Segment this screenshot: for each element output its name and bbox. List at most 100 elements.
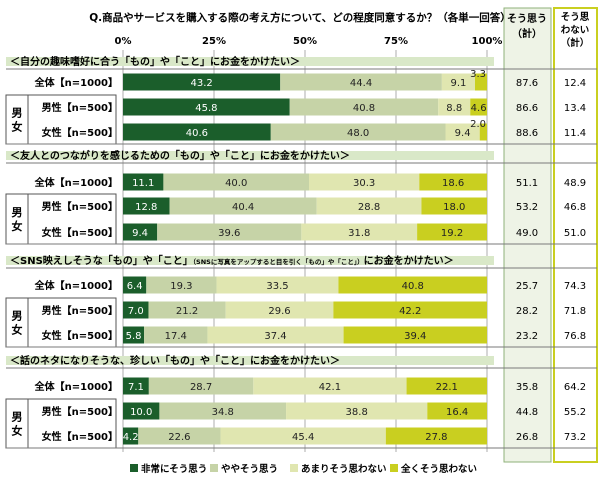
bar-segment <box>417 223 487 241</box>
bar-segment <box>216 276 339 294</box>
legend-swatch <box>290 464 298 472</box>
data-label: 18.6 <box>442 178 464 189</box>
bar-segment <box>123 223 158 241</box>
bar-segment <box>207 326 344 344</box>
data-label: 22.1 <box>436 382 458 393</box>
row-label: 女性【n=500】 <box>42 329 118 342</box>
group-heading-band <box>6 151 494 160</box>
gender-label-1: 男 <box>12 411 23 424</box>
agree-total: 49.0 <box>516 228 538 239</box>
data-label: 19.3 <box>170 281 192 292</box>
agree-column-bg <box>503 7 552 463</box>
disagree-total: 11.4 <box>564 128 586 139</box>
data-label: 40.4 <box>232 202 254 213</box>
bar-segment <box>146 276 217 294</box>
bar-segment <box>474 73 487 91</box>
agree-total: 28.2 <box>516 306 538 317</box>
bar-segment <box>343 326 487 344</box>
data-label: 39.4 <box>404 331 426 342</box>
x-tick-label: 0% <box>115 36 132 47</box>
bar-segment <box>316 197 422 215</box>
bar-segment <box>157 223 302 241</box>
group-heading-note: （SNSに写真をアップすると目を引く「もの」や「こと」） <box>193 257 364 266</box>
disagree-header-line3: （計） <box>561 37 590 49</box>
bar-segment <box>123 73 281 91</box>
agree-total: 86.6 <box>516 103 538 114</box>
x-tick-label: 75% <box>384 36 408 47</box>
data-label: 45.4 <box>292 432 314 443</box>
bar-segment <box>421 197 487 215</box>
group-heading-text: ＜自分の趣味嗜好に合う「もの」や「こと」にお金をかけたい＞ <box>10 55 300 68</box>
group-heading-text: ＜SNS映えしそうな「もの」や「こと」 <box>10 254 193 267</box>
bar-segment <box>406 377 487 395</box>
agree-total: 87.6 <box>516 78 538 89</box>
disagree-total: 48.9 <box>564 178 586 189</box>
legend-swatch <box>390 464 398 472</box>
bar-segment <box>220 427 386 445</box>
bar-segment <box>123 427 139 445</box>
bar-segment <box>301 223 418 241</box>
gender-label-2: 女 <box>12 323 23 337</box>
legend-label: あまりそう思わない <box>301 463 387 475</box>
data-label: 28.8 <box>358 202 380 213</box>
data-label: 3.3 <box>470 69 486 80</box>
data-label: 22.6 <box>168 432 190 443</box>
x-tick-label: 25% <box>202 36 226 47</box>
agree-total: 26.8 <box>516 432 538 443</box>
gender-label-2: 女 <box>12 424 23 438</box>
data-label: 28.7 <box>190 382 212 393</box>
row-label: 男性【n=500】 <box>42 200 118 213</box>
disagree-total: 76.8 <box>564 331 586 342</box>
disagree-total: 73.2 <box>564 432 586 443</box>
group-heading: ＜話のネタになりそうな、珍しい「もの」や「こと」にお金をかけたい＞ <box>10 354 340 367</box>
bar-segment <box>123 276 147 294</box>
data-label: 9.1 <box>450 78 466 89</box>
row-label: 全体【n=1000】 <box>34 176 118 189</box>
bar-segment <box>148 377 254 395</box>
agree-header-line2: （計） <box>512 27 542 40</box>
data-label: 4.6 <box>471 103 487 114</box>
bar-segment <box>225 301 334 319</box>
bar-segment <box>470 98 487 116</box>
bar-segment <box>338 276 487 294</box>
agree-total: 23.2 <box>516 331 538 342</box>
bar-segment <box>163 173 310 191</box>
data-label: 34.8 <box>212 407 234 418</box>
bar-segment <box>427 402 487 420</box>
data-label: 8.8 <box>446 103 462 114</box>
data-label: 5.8 <box>126 331 142 342</box>
data-label: 27.8 <box>425 432 447 443</box>
bar-segment <box>138 427 221 445</box>
data-label: 40.0 <box>225 178 247 189</box>
bar-segment <box>159 402 287 420</box>
group-heading-band <box>6 256 494 265</box>
data-label: 17.4 <box>165 331 187 342</box>
legend-swatch <box>130 464 138 472</box>
disagree-total: 46.8 <box>564 202 586 213</box>
data-label: 39.6 <box>218 228 240 239</box>
disagree-total: 51.0 <box>564 228 586 239</box>
data-label: 30.3 <box>353 178 375 189</box>
gender-label-1: 男 <box>12 206 23 219</box>
row-label: 全体【n=1000】 <box>34 380 118 393</box>
data-label: 44.4 <box>350 78 372 89</box>
group-heading-text: ＜友人とのつながりを感じるための「もの」や「こと」にお金をかけたい＞ <box>10 149 350 162</box>
data-label: 43.2 <box>190 78 212 89</box>
row-label: 女性【n=500】 <box>42 126 118 139</box>
bar-segment <box>253 377 407 395</box>
gender-label-2: 女 <box>12 219 23 233</box>
bar-segment <box>419 173 487 191</box>
group-heading-tail: にお金をかけたい＞ <box>364 254 454 267</box>
data-label: 29.6 <box>268 306 290 317</box>
agree-total: 35.8 <box>516 382 538 393</box>
plot-area: ＜自分の趣味嗜好に合う「もの」や「こと」にお金をかけたい＞男女全体【n=1000… <box>5 55 597 449</box>
data-label: 12.8 <box>135 202 157 213</box>
row-label: 男性【n=500】 <box>42 405 118 418</box>
x-tick-label: 100% <box>472 36 503 47</box>
row-label: 全体【n=1000】 <box>34 76 118 89</box>
row-label: 男性【n=500】 <box>42 101 118 114</box>
group-heading-band <box>6 356 494 365</box>
data-label: 38.8 <box>346 407 368 418</box>
data-label: 18.0 <box>443 202 465 213</box>
